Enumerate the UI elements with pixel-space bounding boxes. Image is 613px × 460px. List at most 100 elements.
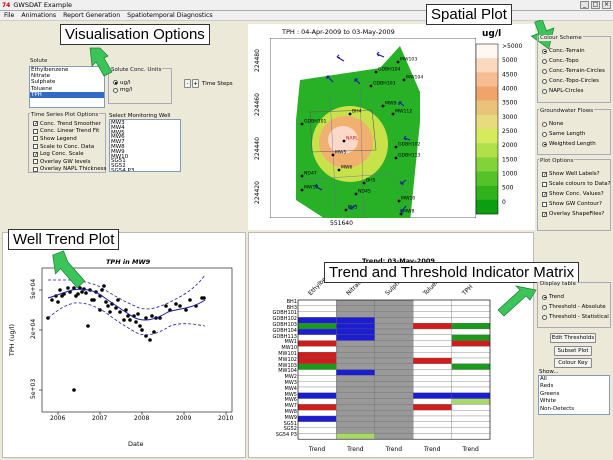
solute-listbox[interactable]: Ethylbenzene Nitrate Sulphate Toluene TPH <box>29 66 105 108</box>
checkbox-icon[interactable]: ✓ <box>33 151 39 158</box>
menu-spatiotemporal-diagnostics[interactable]: Spatiotemporal Diagnostics <box>127 12 213 19</box>
ts-option-conc-linear-trend-fit[interactable]: Conc. Linear Trend Fit <box>33 128 103 136</box>
units-option-ug-l[interactable]: ug/l <box>113 79 132 87</box>
monitoring-well-listbox[interactable]: MW3 MW4 MW5 MW6 MW7 MW8 MW9 MW10 SG51 SG52 SG54 P3 <box>109 119 181 172</box>
colour-scheme-option-conc-terrain[interactable]: Conc.-Terrain <box>542 46 608 56</box>
trend-data-point <box>56 300 60 304</box>
radio-button-icon[interactable] <box>542 294 547 300</box>
radio-button-icon[interactable] <box>542 68 547 74</box>
checkbox-icon[interactable] <box>33 166 38 172</box>
checkbox-icon[interactable]: ✓ <box>33 121 39 128</box>
colour-scheme-option-napl-circles[interactable]: NAPL-Circles <box>542 86 608 96</box>
monitoring-well-item[interactable]: MW10 <box>111 153 129 160</box>
checkbox-icon[interactable] <box>33 128 38 134</box>
display-table-option-threshold-statistical[interactable]: Threshold - Statistical <box>542 312 609 322</box>
maximize-icon[interactable]: □ <box>591 1 600 9</box>
checkbox-icon[interactable] <box>33 136 38 142</box>
matrix-cell <box>374 334 414 341</box>
minimize-icon[interactable]: _ <box>580 1 589 9</box>
ts-option-conc-trend-smoother[interactable]: ✓ Conc. Trend Smoother <box>33 120 103 128</box>
checkbox-icon[interactable]: ✓ <box>542 211 548 218</box>
colour-scheme-option-conc-topo-circles[interactable]: Conc.-Topo-Circles <box>542 76 608 86</box>
monitoring-well-item[interactable]: SG54 P3 <box>111 167 135 172</box>
trend-data-point <box>84 291 88 295</box>
gw-flow-option-same-length[interactable]: Same Length <box>542 129 608 139</box>
solute-item-tph[interactable]: TPH <box>30 91 104 99</box>
menu-file[interactable]: File <box>4 12 15 19</box>
colour-scheme-option-conc-terrain-circles[interactable]: Conc.-Terrain-Circles <box>542 66 608 76</box>
plot-option-scale-colours-to-data[interactable]: Scale colours to Data? <box>542 179 611 189</box>
show-listbox[interactable]: All Reds Greens White Non-Detects <box>538 375 610 415</box>
checkbox-icon[interactable] <box>542 181 547 187</box>
checkbox-icon[interactable] <box>33 159 38 165</box>
matrix-cell <box>374 421 414 428</box>
show-item-white[interactable]: White <box>540 398 556 405</box>
solute-item-toluene[interactable]: Toluene <box>31 85 53 92</box>
subset-plot-button[interactable]: Subset Plot <box>554 346 592 356</box>
radio-button-icon[interactable] <box>542 88 547 94</box>
ts-option-show-legend[interactable]: Show Legend <box>33 135 103 143</box>
matrix-cell <box>451 427 491 434</box>
display-table-option-threshold-absolute[interactable]: Threshold - Absolute <box>542 302 608 312</box>
radio-button-icon[interactable] <box>542 314 547 320</box>
radio-button-icon[interactable] <box>113 87 118 93</box>
colour-scheme-option-conc-topo[interactable]: Conc.-Topo <box>542 56 608 66</box>
ts-option-overlay-gw-levels[interactable]: Overlay GW levels <box>33 158 103 166</box>
plot-option-show-well-labels[interactable]: ✓ Show Well Labels? <box>542 169 608 179</box>
matrix-footer-label: Trend <box>385 446 402 453</box>
monitoring-well-item[interactable]: MW5 <box>111 129 125 136</box>
show-item-non-detects[interactable]: Non-Detects <box>540 405 575 412</box>
close-icon[interactable]: × <box>602 1 611 9</box>
checkbox-icon[interactable]: ✓ <box>542 171 548 178</box>
monitoring-well-item[interactable]: MW3 <box>111 120 125 126</box>
colour-key-button[interactable]: Colour Key <box>554 358 592 368</box>
show-item-all[interactable]: All <box>540 376 547 382</box>
plot-option-overlay-shapefiles[interactable]: ✓ Overlay ShapeFiles? <box>542 209 608 219</box>
radio-button-icon[interactable] <box>113 80 118 86</box>
solute-item-sulphate[interactable]: Sulphate <box>31 79 56 86</box>
monitoring-well-item[interactable]: MW7 <box>111 139 125 146</box>
radio-button-icon[interactable] <box>542 304 547 310</box>
monitoring-well-item[interactable]: MW4 <box>111 124 125 131</box>
gw-flow-option-weighted-length[interactable]: Weighted Length <box>542 139 608 149</box>
plot-option-show-gw-contour[interactable]: Show GW Contour? <box>542 199 608 209</box>
show-item-reds[interactable]: Reds <box>540 383 554 390</box>
radio-button-icon[interactable] <box>542 141 547 147</box>
checkbox-icon[interactable] <box>542 201 547 207</box>
checkbox-icon[interactable] <box>33 144 38 150</box>
radio-button-icon[interactable] <box>542 78 547 84</box>
show-item-greens[interactable]: Greens <box>540 390 560 397</box>
ts-option-overlay-napl-thickness[interactable]: Overlay NAPL Thickness <box>33 166 106 174</box>
matrix-cell <box>297 404 337 411</box>
ts-option-scale-to-conc-data[interactable]: Scale to Conc. Data <box>33 143 103 151</box>
solute-item-nitrate[interactable]: Nitrate <box>31 73 50 80</box>
checkbox-icon[interactable]: ✓ <box>542 191 548 198</box>
ts-option-log-conc-scale[interactable]: ✓ Log Conc. Scale <box>33 150 103 158</box>
radio-button-icon[interactable] <box>542 131 547 137</box>
well-trend-ylabel: TPH (ug/l) <box>8 323 17 357</box>
units-option-mg-l[interactable]: mg/l <box>113 87 132 95</box>
matrix-cell <box>297 375 337 382</box>
radio-button-icon[interactable] <box>542 48 547 54</box>
monitoring-well-item[interactable]: SG51 <box>111 158 126 165</box>
gw-flow-option-none[interactable]: None <box>542 119 608 129</box>
trend-data-point <box>104 300 108 304</box>
matrix-cell <box>336 398 375 405</box>
menu-animations[interactable]: Animations <box>21 12 57 19</box>
monitoring-well-item[interactable]: MW8 <box>111 143 125 150</box>
plot-option-show-conc-values[interactable]: ✓ Show Conc. Values? <box>542 189 608 199</box>
display-table-option-trend[interactable]: Trend <box>542 292 608 302</box>
time-step-forward-button[interactable]: + <box>192 79 199 88</box>
time-step-back-button[interactable]: - <box>184 79 191 88</box>
menu-report-generation[interactable]: Report Generation <box>63 12 121 19</box>
matrix-cell <box>451 317 491 324</box>
monitoring-well-item[interactable]: SG52 <box>111 163 126 170</box>
solute-item-ethylbenzene[interactable]: Ethylbenzene <box>31 67 69 73</box>
radio-button-icon[interactable] <box>542 58 547 64</box>
radio-button-icon[interactable] <box>542 121 547 127</box>
monitoring-well-item[interactable]: MW6 <box>111 134 125 141</box>
monitoring-well-item[interactable]: MW9 <box>111 148 125 155</box>
edit-thresholds-button[interactable]: Edit Thresholds <box>550 333 596 343</box>
matrix-cell <box>374 375 414 382</box>
matrix-cell <box>413 410 452 417</box>
